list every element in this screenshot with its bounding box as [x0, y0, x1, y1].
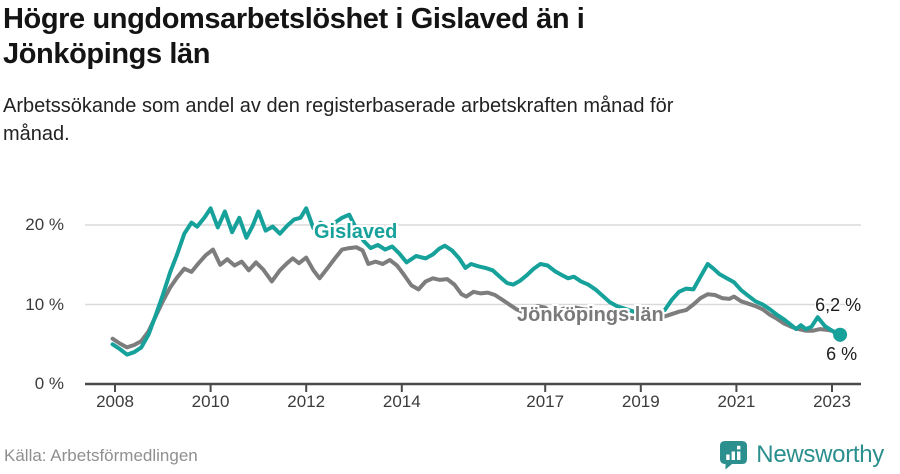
- chart-subtitle-line-2: månad.: [3, 123, 70, 145]
- x-axis-label-2008: 2008: [96, 392, 134, 411]
- chart-subtitle-line-1: Arbetssökande som andel av den registerb…: [3, 95, 674, 117]
- end-value-label-jonkopings-lan: 6 %: [826, 344, 858, 365]
- x-axis-label-2023: 2023: [813, 392, 851, 411]
- x-axis-label-2012: 2012: [287, 392, 326, 411]
- end-value-label-gislaved: 6,2 %: [815, 294, 862, 315]
- y-axis-label-0: 0 %: [34, 374, 64, 393]
- y-axis-label-20: 20 %: [25, 215, 64, 234]
- source-note: Källa: Arbetsförmedlingen: [4, 446, 198, 465]
- page-title-line-2: Jönköpings län: [3, 38, 211, 70]
- series-line-gislaved: [110, 206, 843, 357]
- x-axis-label-2021: 2021: [717, 392, 756, 411]
- newsworthy-logo[interactable]: Newsworthy: [719, 440, 884, 470]
- series-line-jonkopings-lan: [110, 245, 843, 350]
- endpoint-dot-gislaved: [833, 327, 848, 342]
- series-label-jonkopings-lan: Jönköpings län: [517, 304, 664, 326]
- page-title-line-1: Högre ungdomsarbetslöshet i Gislaved än …: [3, 3, 585, 35]
- newsworthy-logo-text: Newsworthy: [756, 441, 884, 468]
- y-axis-label-10: 10 %: [25, 294, 64, 314]
- series-label-gislaved: Gislaved: [314, 221, 398, 243]
- x-axis-label-2017: 2017: [526, 392, 565, 411]
- chart-subtitle: Arbetssökande som andel av den registerb…: [3, 92, 823, 148]
- x-axis-label-2014: 2014: [382, 392, 421, 411]
- x-axis-label-2010: 2010: [191, 392, 230, 411]
- page-title: Högre ungdomsarbetslöshet i Gislaved än …: [3, 2, 823, 72]
- newsworthy-logo-icon: [720, 441, 748, 470]
- x-axis-label-2019: 2019: [621, 392, 660, 411]
